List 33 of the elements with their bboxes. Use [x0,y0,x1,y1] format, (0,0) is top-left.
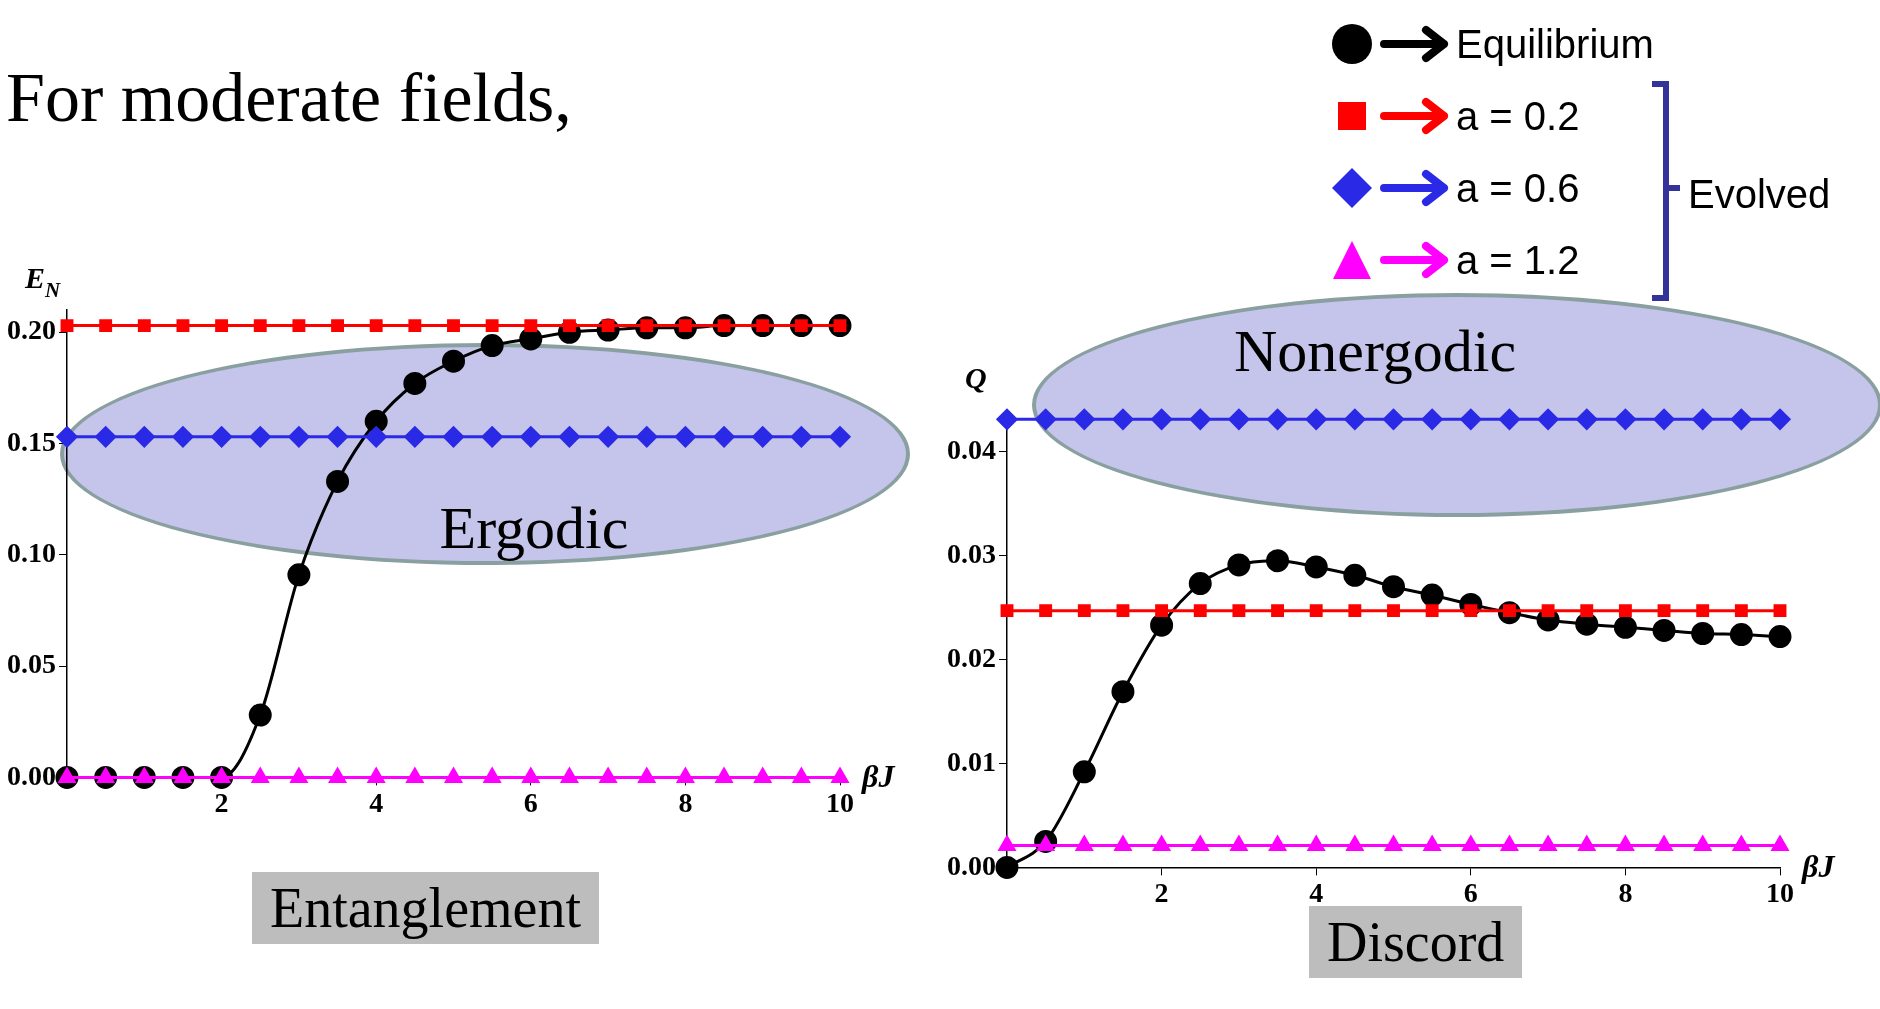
chart-title: For moderate fields, [6,58,572,138]
y-tick-label: 0.00 [7,759,56,791]
legend-label: a = 0.6 [1456,165,1580,211]
x-tick-label: 2 [214,787,229,819]
y-axis-title: Q [965,361,987,394]
x-tick-label: 6 [523,787,538,819]
y-tick-label: 0.10 [7,537,56,569]
text: Discord [1327,911,1505,973]
y-tick-label: 0.04 [947,433,996,465]
text: Nonergodic [1233,316,1517,386]
x-tick-label: 6 [1463,877,1478,909]
legend-label: Equilibrium [1456,21,1654,67]
y-tick-label: 0.00 [947,849,996,881]
y-tick-label: 0.05 [7,648,56,680]
x-tick-label: 8 [1618,877,1633,909]
x-tick-label: 4 [369,787,384,819]
y-tick-label: 0.20 [7,314,56,346]
y-tick-label: 0.02 [947,641,996,673]
legend-title: Evolved [1688,172,1831,217]
text: Entanglement [252,872,600,944]
x-axis-title: βJ [1801,848,1836,885]
legend-label: a = 0.2 [1456,93,1580,139]
y-tick-label: 0.03 [947,537,996,569]
annotation: Ergodic [439,493,629,563]
y-tick-label: 0.15 [7,425,56,457]
y-tick-label: 0.01 [947,745,996,777]
x-tick-label: 10 [826,787,854,819]
x-tick-label: 8 [678,787,693,819]
x-tick-label: 4 [1309,877,1324,909]
x-tick-label: 2 [1154,877,1169,909]
legend-label: a = 1.2 [1456,237,1580,283]
x-axis-title: βJ [861,758,896,795]
x-tick-label: 10 [1766,877,1794,909]
